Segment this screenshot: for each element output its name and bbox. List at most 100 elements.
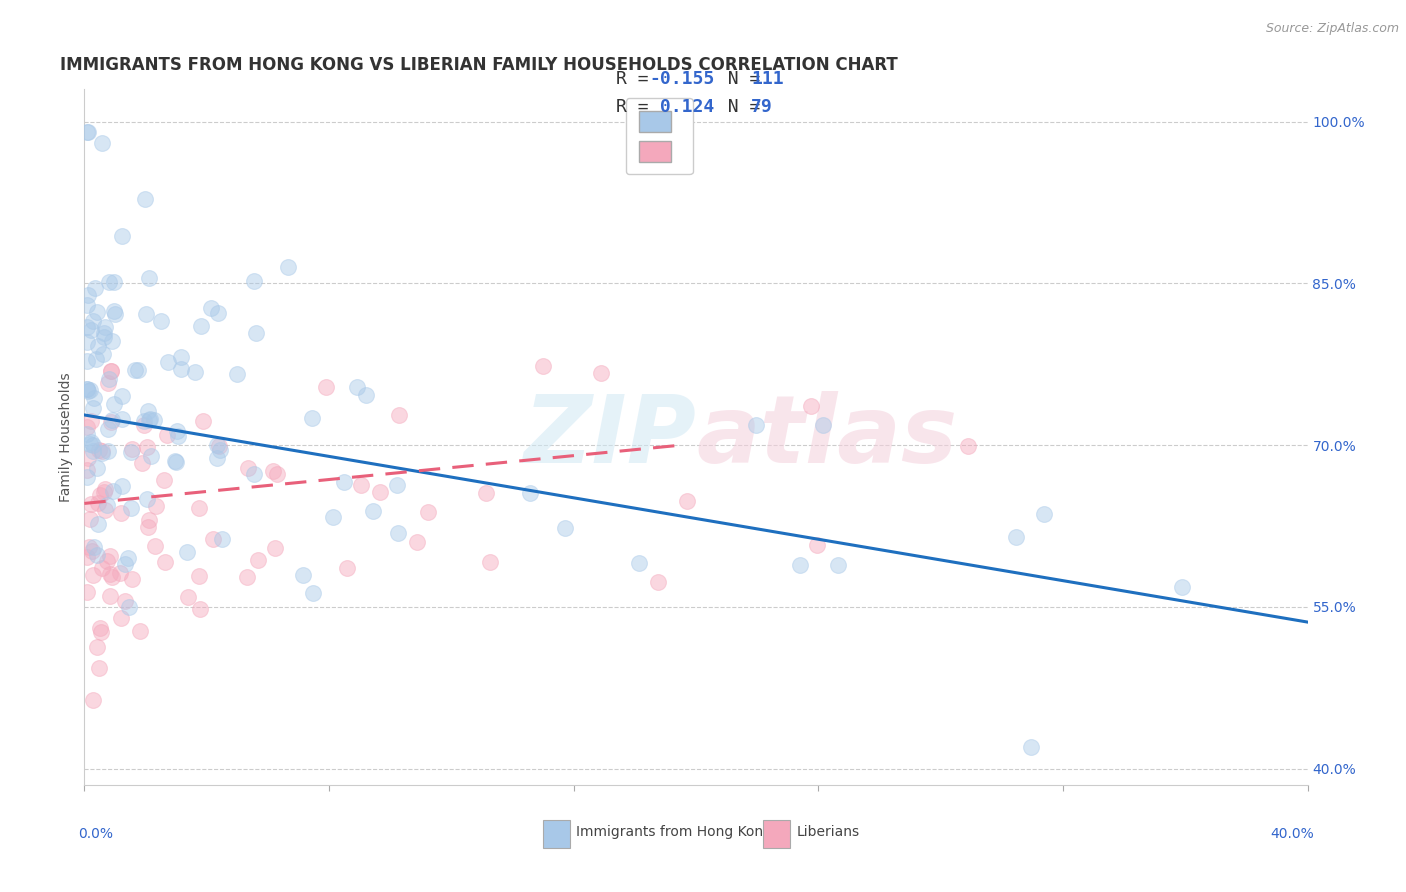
Point bbox=[76, 585, 98, 599]
Point bbox=[80, 544, 103, 558]
Text: R =: R = bbox=[616, 97, 659, 116]
Point bbox=[96, 498, 118, 512]
Point bbox=[322, 510, 344, 524]
Point bbox=[79, 437, 101, 451]
Point bbox=[80, 414, 103, 428]
Text: Source: ZipAtlas.com: Source: ZipAtlas.com bbox=[1265, 22, 1399, 36]
Point bbox=[591, 366, 613, 380]
Point bbox=[84, 351, 107, 366]
Point bbox=[98, 567, 121, 582]
Point bbox=[90, 625, 112, 640]
Point bbox=[385, 478, 408, 492]
Point bbox=[191, 413, 214, 427]
Point bbox=[346, 380, 368, 394]
Point bbox=[93, 485, 115, 500]
Point bbox=[139, 412, 162, 426]
Point bbox=[111, 479, 134, 493]
Point bbox=[76, 334, 98, 349]
Point bbox=[121, 442, 143, 457]
Point bbox=[86, 305, 108, 319]
Point bbox=[91, 346, 114, 360]
Point bbox=[76, 382, 98, 396]
Point bbox=[94, 482, 117, 496]
Point bbox=[76, 549, 98, 564]
Point bbox=[89, 487, 111, 501]
Point bbox=[416, 505, 439, 519]
Point bbox=[166, 429, 188, 443]
Point bbox=[76, 427, 98, 442]
Point bbox=[97, 422, 120, 436]
Point bbox=[87, 339, 110, 353]
Legend: , : , bbox=[626, 98, 693, 174]
Point bbox=[80, 497, 103, 511]
Point bbox=[94, 503, 117, 517]
Point bbox=[90, 136, 112, 150]
Point bbox=[827, 558, 849, 573]
Point bbox=[188, 602, 211, 616]
Point bbox=[76, 320, 98, 334]
Text: atlas: atlas bbox=[696, 391, 957, 483]
Point bbox=[170, 361, 193, 376]
Point bbox=[350, 477, 373, 491]
Point bbox=[86, 461, 108, 475]
Point bbox=[127, 363, 149, 377]
Text: 79: 79 bbox=[751, 97, 773, 116]
Point bbox=[676, 494, 699, 508]
Point bbox=[98, 372, 121, 386]
Point bbox=[98, 549, 121, 563]
Point bbox=[166, 425, 188, 439]
Point bbox=[163, 454, 186, 468]
Text: R =: R = bbox=[616, 70, 659, 87]
Point bbox=[82, 314, 104, 328]
Point bbox=[134, 192, 156, 206]
Point bbox=[90, 444, 112, 458]
Point bbox=[789, 558, 811, 572]
Point bbox=[114, 594, 136, 608]
Point bbox=[647, 574, 669, 589]
Point bbox=[292, 567, 315, 582]
Point bbox=[76, 470, 98, 484]
Point bbox=[207, 306, 229, 320]
Point bbox=[315, 380, 337, 394]
Point bbox=[83, 392, 105, 406]
Point bbox=[118, 599, 141, 614]
Point bbox=[155, 555, 177, 569]
Point bbox=[406, 535, 429, 549]
Point bbox=[82, 692, 104, 706]
Point bbox=[111, 389, 134, 403]
Point bbox=[806, 538, 828, 552]
Point bbox=[207, 451, 229, 466]
Point bbox=[208, 442, 231, 457]
Point bbox=[86, 548, 108, 562]
Point bbox=[1005, 530, 1028, 544]
Point bbox=[143, 413, 166, 427]
Point bbox=[1032, 507, 1054, 521]
Point bbox=[628, 557, 651, 571]
Text: 111: 111 bbox=[751, 70, 783, 87]
Point bbox=[1171, 580, 1194, 594]
Point bbox=[97, 276, 120, 290]
Point bbox=[103, 275, 125, 289]
Text: ZIP: ZIP bbox=[523, 391, 696, 483]
Point bbox=[368, 484, 391, 499]
Text: 40.0%: 40.0% bbox=[1270, 827, 1313, 840]
Point bbox=[129, 624, 152, 639]
Point bbox=[135, 307, 157, 321]
Point bbox=[89, 442, 111, 457]
Point bbox=[110, 611, 132, 625]
Point bbox=[93, 330, 115, 344]
Point bbox=[277, 260, 299, 274]
Point bbox=[262, 464, 284, 478]
Point bbox=[82, 568, 104, 582]
Point bbox=[77, 125, 100, 139]
Point bbox=[101, 570, 124, 584]
Point bbox=[100, 412, 122, 426]
Point bbox=[76, 419, 98, 434]
Point bbox=[800, 400, 823, 414]
Point bbox=[145, 499, 167, 513]
Point bbox=[211, 532, 233, 546]
Point bbox=[104, 308, 127, 322]
Point bbox=[97, 376, 120, 390]
Point bbox=[82, 443, 104, 458]
Point bbox=[83, 540, 105, 554]
